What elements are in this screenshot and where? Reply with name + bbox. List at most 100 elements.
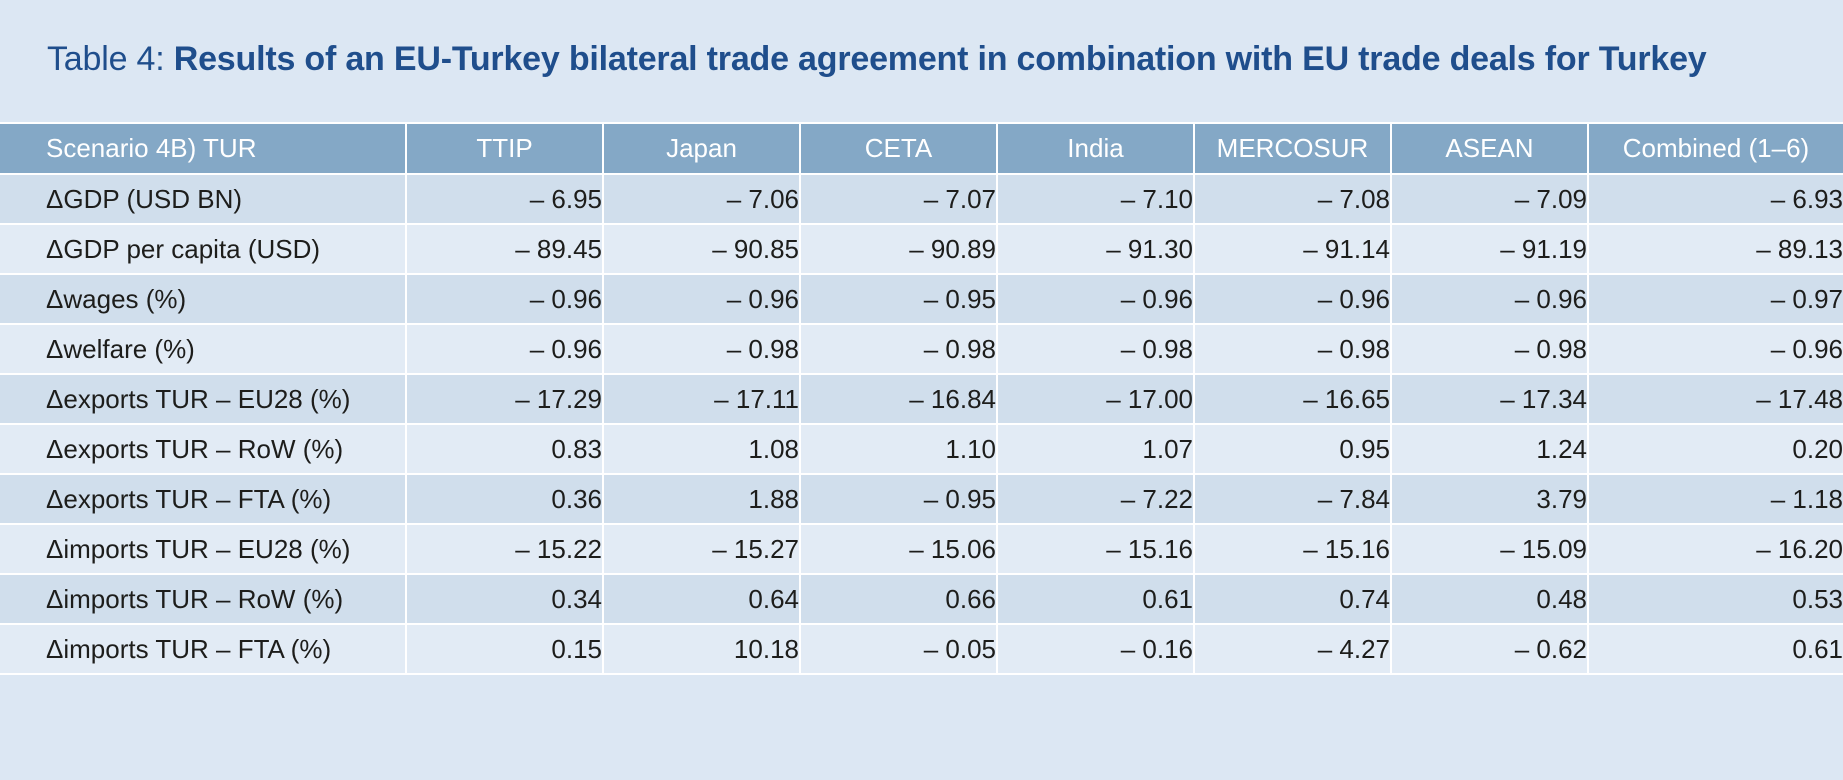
row-label: Δexports TUR – EU28 (%) — [0, 373, 407, 425]
cell-value: 0.34 — [551, 583, 602, 614]
table-cell: – 7.06 — [602, 173, 801, 225]
cell-value: – 0.96 — [529, 333, 602, 364]
table-cell: 0.61 — [1587, 623, 1843, 675]
header-japan: Japan — [602, 122, 801, 175]
row-label: Δexports TUR – RoW (%) — [0, 423, 407, 475]
table-cell: – 89.45 — [405, 223, 604, 275]
cell-value: 1.10 — [945, 433, 996, 464]
table-cell: – 15.06 — [799, 523, 998, 575]
table-cell: – 16.65 — [1193, 373, 1392, 425]
table-cell: 10.18 — [602, 623, 801, 675]
cell-value: 1.88 — [748, 483, 799, 514]
cell-value: 3.79 — [1536, 483, 1587, 514]
cell-value: – 89.45 — [515, 233, 602, 264]
cell-value: – 0.96 — [1770, 333, 1843, 364]
table-cell: – 0.98 — [1193, 323, 1392, 375]
cell-value: – 91.19 — [1500, 233, 1587, 264]
cell-value: 0.20 — [1792, 433, 1843, 464]
cell-value: – 6.93 — [1770, 183, 1843, 214]
table-row: Δwelfare (%) – 0.96 – 0.98 – 0.98 – 0.98 – 0.… — [0, 323, 1843, 375]
table-cell: – 1.18 — [1587, 473, 1843, 525]
table-cell: 0.66 — [799, 573, 998, 625]
cell-value: – 0.96 — [529, 283, 602, 314]
row-label: Δwages (%) — [0, 273, 407, 325]
row-label: Δimports TUR – FTA (%) — [0, 623, 407, 675]
cell-value: 0.15 — [551, 633, 602, 664]
cell-value: – 0.62 — [1514, 633, 1587, 664]
table-cell: – 91.19 — [1390, 223, 1589, 275]
cell-value: 0.48 — [1536, 583, 1587, 614]
cell-value: – 0.96 — [726, 283, 799, 314]
cell-value: – 6.95 — [529, 183, 602, 214]
header-asean: ASEAN — [1390, 122, 1589, 175]
table-cell: – 0.98 — [1390, 323, 1589, 375]
cell-value: 1.07 — [1142, 433, 1193, 464]
table-cell: 0.74 — [1193, 573, 1392, 625]
cell-value: – 15.06 — [909, 533, 996, 564]
results-table: Scenario 4B) TUR TTIP Japan CETA India M… — [0, 122, 1843, 675]
table-cell: 0.20 — [1587, 423, 1843, 475]
cell-value: 0.61 — [1792, 633, 1843, 664]
table-cell: – 0.98 — [996, 323, 1195, 375]
cell-value: – 7.07 — [923, 183, 996, 214]
table-cell: – 0.97 — [1587, 273, 1843, 325]
table-cell: – 0.96 — [1193, 273, 1392, 325]
cell-value: – 0.96 — [1120, 283, 1193, 314]
table-cell: – 7.08 — [1193, 173, 1392, 225]
table-cell: – 15.09 — [1390, 523, 1589, 575]
row-label: Δimports TUR – RoW (%) — [0, 573, 407, 625]
table-cell: – 17.34 — [1390, 373, 1589, 425]
table-cell: – 0.98 — [799, 323, 998, 375]
table-cell: 1.07 — [996, 423, 1195, 475]
table-cell: – 0.96 — [405, 323, 604, 375]
table-cell: 1.10 — [799, 423, 998, 475]
table-cell: – 0.96 — [1587, 323, 1843, 375]
table-cell: – 7.07 — [799, 173, 998, 225]
cell-value: 10.18 — [733, 633, 799, 664]
table-cell: – 7.10 — [996, 173, 1195, 225]
cell-value: – 0.96 — [1317, 283, 1390, 314]
cell-value: – 91.14 — [1303, 233, 1390, 264]
table-cell: 0.83 — [405, 423, 604, 475]
cell-value: 0.95 — [1339, 433, 1390, 464]
table-row: Δwages (%) – 0.96 – 0.96 – 0.95 – 0.96 – 0.96… — [0, 273, 1843, 325]
table-cell: – 15.22 — [405, 523, 604, 575]
table-cell: – 0.98 — [602, 323, 801, 375]
header-ttip: TTIP — [405, 122, 604, 175]
table-row: ΔGDP (USD BN) – 6.95 – 7.06 – 7.07 – 7.10 – 7… — [0, 173, 1843, 225]
table-cell: 0.53 — [1587, 573, 1843, 625]
table-row: Δimports TUR – EU28 (%) – 15.22 – 15.27 – 1… — [0, 523, 1843, 575]
row-label: ΔGDP (USD BN) — [0, 173, 407, 225]
table-cell: 0.15 — [405, 623, 604, 675]
cell-value: – 15.16 — [1106, 533, 1193, 564]
table-cell: 0.64 — [602, 573, 801, 625]
row-label: Δimports TUR – EU28 (%) — [0, 523, 407, 575]
table-cell: – 16.20 — [1587, 523, 1843, 575]
table-cell: – 0.95 — [799, 273, 998, 325]
header-combined: Combined (1–6) — [1587, 122, 1843, 175]
cell-value: – 15.16 — [1303, 533, 1390, 564]
header-mercosur: MERCOSUR — [1193, 122, 1392, 175]
table-cell: – 16.84 — [799, 373, 998, 425]
cell-value: – 90.85 — [712, 233, 799, 264]
table-row: Δexports TUR – FTA (%) 0.36 1.88 – 0.95 – 7.… — [0, 473, 1843, 525]
cell-value: – 0.95 — [923, 483, 996, 514]
table-cell: 0.48 — [1390, 573, 1589, 625]
cell-value: – 0.05 — [923, 633, 996, 664]
table-cell: – 89.13 — [1587, 223, 1843, 275]
cell-value: – 17.34 — [1500, 383, 1587, 414]
row-label: Δwelfare (%) — [0, 323, 407, 375]
table-row: ΔGDP per capita (USD) – 89.45 – 90.85 – 90.… — [0, 223, 1843, 275]
header-scenario: Scenario 4B) TUR — [0, 122, 407, 175]
table-cell: – 4.27 — [1193, 623, 1392, 675]
table-cell: – 7.22 — [996, 473, 1195, 525]
table-cell: – 0.96 — [996, 273, 1195, 325]
table-cell: 1.24 — [1390, 423, 1589, 475]
table-cell: 0.34 — [405, 573, 604, 625]
header-india: India — [996, 122, 1195, 175]
table-title-main: Results of an EU-Turkey bilateral trade … — [173, 40, 1707, 78]
table-cell: – 7.84 — [1193, 473, 1392, 525]
table-cell: – 0.16 — [996, 623, 1195, 675]
table-cell: – 0.62 — [1390, 623, 1589, 675]
cell-value: – 16.84 — [909, 383, 996, 414]
